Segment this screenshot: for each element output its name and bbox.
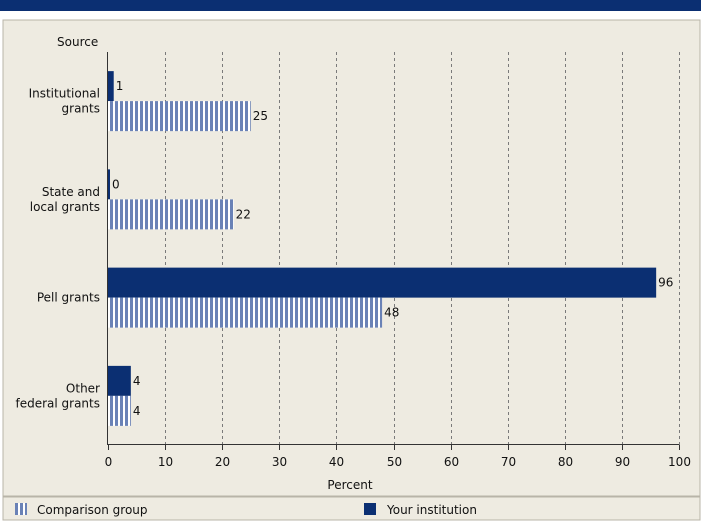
value-label: 22: [236, 207, 251, 221]
value-label: 1: [116, 79, 124, 93]
value-label: 0: [112, 177, 120, 191]
value-label: 4: [133, 404, 141, 418]
value-labels-group: 1 25 0 22 96 48 4 4: [112, 79, 673, 418]
x-tick-label: 40: [329, 455, 344, 469]
x-tick-label: 70: [501, 455, 516, 469]
x-tick-label: 30: [272, 455, 287, 469]
x-tick-label: 0: [105, 455, 113, 469]
x-tick-label: 60: [444, 455, 459, 469]
value-label: 48: [384, 306, 399, 320]
bar-institution: [108, 71, 114, 102]
bar-comparison: [108, 297, 383, 328]
x-tick-label: 10: [158, 455, 173, 469]
category-label: federal grants: [15, 396, 100, 410]
x-tick-label: 80: [558, 455, 573, 469]
legend-panel: [2, 496, 701, 521]
legend-comparison-group: Comparison group: [15, 503, 148, 517]
bars-group: [108, 71, 657, 426]
category-label: Institutional: [29, 87, 100, 101]
x-axis-title: Percent: [327, 478, 372, 492]
value-label: 4: [133, 374, 141, 388]
x-ticks-group: 0 10 20 30 40 50 60 70 80 90 100: [105, 445, 691, 469]
bar-institution: [108, 365, 131, 396]
header-bar: [0, 0, 701, 11]
category-label: State and: [42, 185, 100, 199]
legend-swatch-striped: [15, 503, 27, 515]
category-label: grants: [62, 102, 100, 116]
bar-institution: [108, 267, 657, 298]
legend-label-institution: Your institution: [386, 503, 477, 517]
bar-comparison: [108, 101, 251, 132]
x-tick-label: 20: [215, 455, 230, 469]
legend-label-comparison: Comparison group: [37, 503, 148, 517]
category-label: local grants: [30, 200, 100, 214]
x-tick-label: 100: [668, 455, 691, 469]
bar-comparison: [108, 395, 131, 426]
legend-swatch-solid: [364, 503, 376, 515]
value-label: 96: [658, 276, 673, 290]
category-label: Pell grants: [37, 291, 100, 305]
bar-institution: [108, 169, 110, 200]
y-axis-title: Source: [57, 35, 98, 49]
value-label: 25: [253, 109, 268, 123]
category-label: Other: [66, 381, 100, 395]
x-tick-label: 90: [615, 455, 630, 469]
x-tick-label: 50: [387, 455, 402, 469]
legend-your-institution: Your institution: [364, 503, 477, 517]
bar-comparison: [108, 199, 234, 230]
